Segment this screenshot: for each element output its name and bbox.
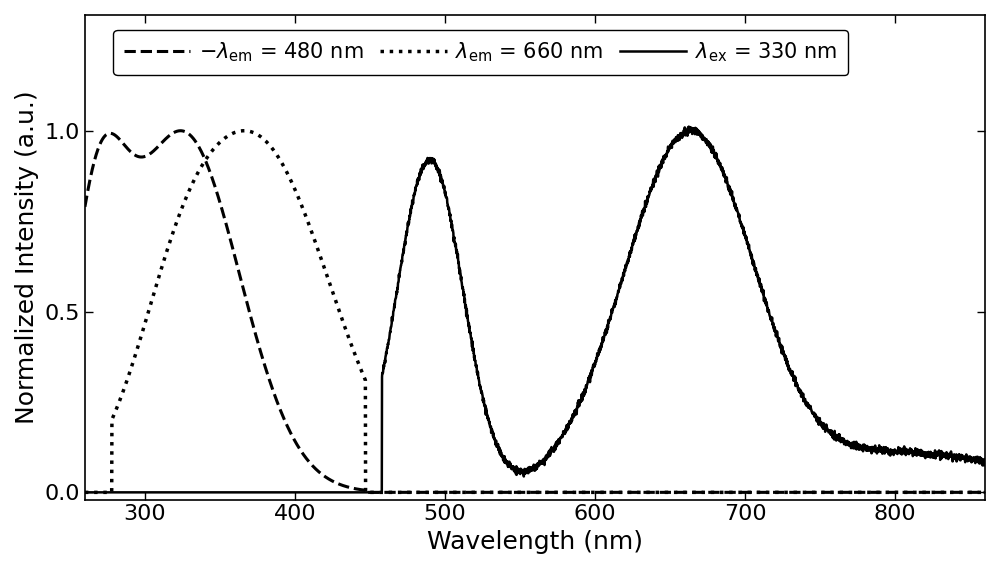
$-\lambda_{\rm em}$ = 480 nm: [465, 489, 477, 496]
$\lambda_{\rm em}$ = 660 nm: [733, 489, 745, 496]
$\lambda_{\rm em}$ = 660 nm: [464, 489, 476, 496]
$\lambda_{\rm ex}$ = 330 nm: [952, 452, 964, 459]
$\lambda_{\rm ex}$ = 330 nm: [683, 123, 695, 130]
$-\lambda_{\rm em}$ = 480 nm: [907, 489, 919, 496]
Line: $\lambda_{\rm ex}$ = 330 nm: $\lambda_{\rm ex}$ = 330 nm: [85, 126, 985, 492]
X-axis label: Wavelength (nm): Wavelength (nm): [427, 530, 643, 554]
$\lambda_{\rm em}$ = 660 nm: [238, 127, 250, 134]
$\lambda_{\rm em}$ = 660 nm: [457, 489, 469, 496]
$\lambda_{\rm em}$ = 660 nm: [79, 489, 91, 496]
$\lambda_{\rm em}$ = 660 nm: [507, 489, 519, 496]
$-\lambda_{\rm em}$ = 480 nm: [733, 489, 745, 496]
$\lambda_{\rm em}$ = 660 nm: [952, 489, 964, 496]
Line: $\lambda_{\rm em}$ = 660 nm: $\lambda_{\rm em}$ = 660 nm: [85, 131, 985, 492]
$\lambda_{\rm em}$ = 660 nm: [979, 489, 991, 496]
Legend: $-\lambda_{\rm em}$ = 480 nm, $\lambda_{\rm em}$ = 660 nm, $\lambda_{\rm ex}$ = : $-\lambda_{\rm em}$ = 480 nm, $\lambda_{…: [113, 30, 848, 75]
$-\lambda_{\rm em}$ = 480 nm: [457, 489, 469, 496]
$-\lambda_{\rm em}$ = 480 nm: [507, 489, 519, 496]
$-\lambda_{\rm em}$ = 480 nm: [952, 489, 964, 496]
$\lambda_{\rm ex}$ = 330 nm: [507, 464, 519, 471]
$-\lambda_{\rm em}$ = 480 nm: [175, 127, 187, 134]
$\lambda_{\rm ex}$ = 330 nm: [464, 330, 476, 337]
Y-axis label: Normalized Intensity (a.u.): Normalized Intensity (a.u.): [15, 90, 39, 424]
$\lambda_{\rm ex}$ = 330 nm: [979, 459, 991, 466]
$-\lambda_{\rm em}$ = 480 nm: [979, 489, 991, 496]
$\lambda_{\rm em}$ = 660 nm: [907, 489, 919, 496]
$\lambda_{\rm ex}$ = 330 nm: [457, 286, 469, 293]
$\lambda_{\rm ex}$ = 330 nm: [733, 212, 745, 219]
$-\lambda_{\rm em}$ = 480 nm: [79, 203, 91, 210]
Line: $-\lambda_{\rm em}$ = 480 nm: $-\lambda_{\rm em}$ = 480 nm: [85, 131, 985, 492]
$\lambda_{\rm ex}$ = 330 nm: [79, 489, 91, 496]
$-\lambda_{\rm em}$ = 480 nm: [361, 489, 373, 496]
$\lambda_{\rm ex}$ = 330 nm: [907, 453, 919, 460]
